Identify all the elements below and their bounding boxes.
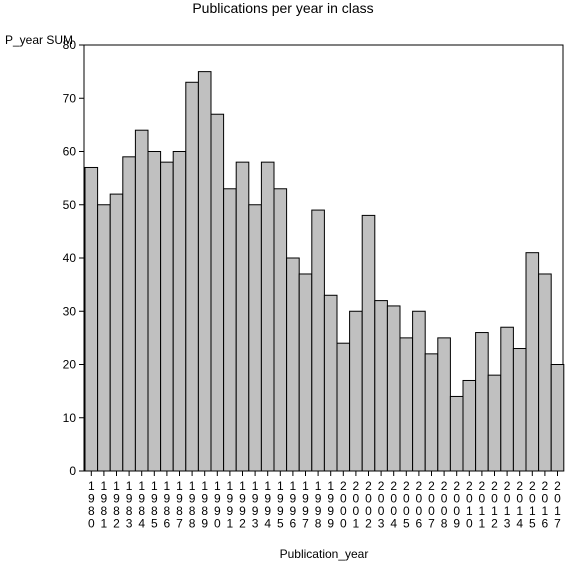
bar	[525, 252, 540, 472]
bar	[538, 273, 552, 472]
y-tick-label: 50	[63, 198, 77, 212]
bar	[462, 379, 477, 472]
bar	[122, 156, 136, 472]
bar	[298, 273, 313, 472]
bar	[97, 204, 111, 472]
y-tick-label: 70	[63, 91, 77, 105]
bar	[361, 214, 376, 472]
bar	[273, 188, 288, 472]
x-axis: 1 9 8 0 1 9 8 1 1 9 8 2 1 9 8 3 1 9 8 4 1 9 8 5 1 9 8 6 1 9 8 7 1 9 8 8 1 9 8 9…	[88, 471, 561, 531]
bar	[512, 348, 527, 472]
y-tick-label: 30	[63, 304, 77, 318]
bar	[336, 342, 351, 472]
bar	[500, 326, 514, 472]
chart-title: Publications per year in class	[192, 0, 373, 16]
bar	[160, 161, 174, 472]
bar	[487, 374, 502, 472]
bar	[172, 151, 187, 472]
y-tick-label: 80	[63, 38, 77, 52]
bar	[374, 300, 388, 472]
bar	[550, 364, 565, 472]
y-tick-label: 40	[63, 251, 77, 265]
bar	[248, 204, 262, 472]
bar	[399, 337, 414, 472]
y-tick-label: 10	[63, 411, 77, 425]
bar	[185, 81, 199, 472]
bar	[475, 332, 489, 472]
bar	[424, 353, 439, 472]
bar	[210, 113, 225, 472]
y-tick-label: 20	[63, 358, 77, 372]
bar	[223, 188, 237, 472]
y-tick-label: 0	[69, 464, 76, 478]
bar	[311, 209, 325, 472]
bar	[109, 193, 124, 472]
bar	[147, 151, 162, 472]
bar	[84, 166, 99, 472]
bar	[412, 310, 426, 472]
bar	[437, 337, 451, 472]
y-axis-label: P_year SUM	[5, 33, 73, 47]
bar	[197, 71, 212, 472]
y-axis: 0 10 20 30 40 50 60 70 80	[63, 38, 84, 478]
bar	[134, 129, 149, 472]
x-axis-label: Publication_year	[280, 547, 369, 561]
bar	[449, 395, 464, 472]
bar	[286, 257, 300, 472]
bar	[235, 161, 250, 472]
y-tick-label: 60	[63, 145, 77, 159]
bar	[323, 294, 338, 472]
bar-series	[84, 71, 565, 472]
bar	[349, 310, 363, 472]
bar	[260, 161, 275, 472]
bar	[386, 305, 401, 472]
